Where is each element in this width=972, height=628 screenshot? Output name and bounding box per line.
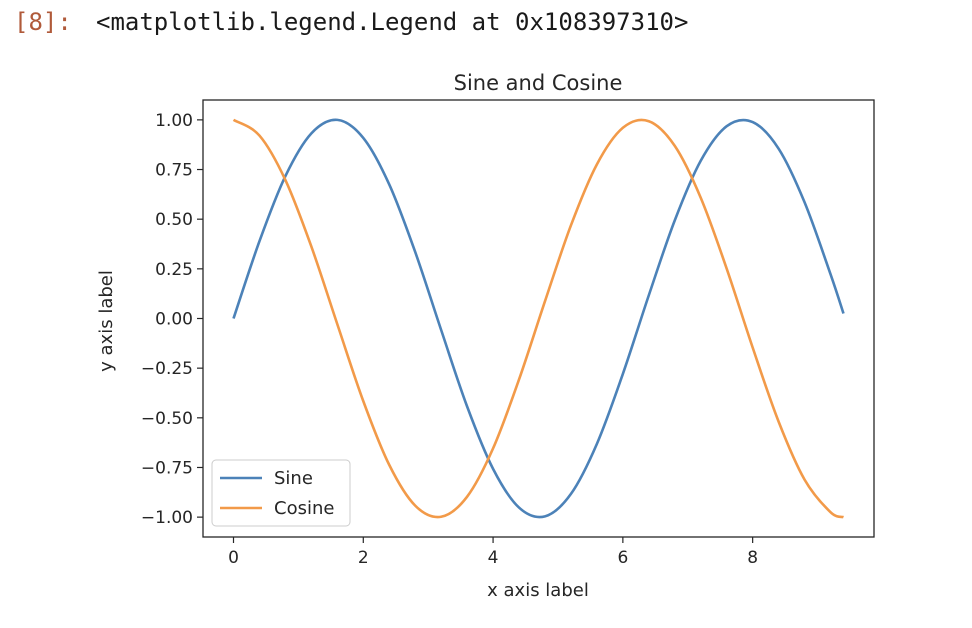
legend-box bbox=[211, 459, 351, 527]
cell-output-text: <matplotlib.legend.Legend at 0x108397310… bbox=[96, 8, 689, 36]
x-axis-label: x axis label bbox=[487, 580, 589, 601]
y-tick-label: 0.00 bbox=[155, 310, 193, 330]
x-tick-label: 0 bbox=[228, 548, 239, 568]
y-tick-label: −0.75 bbox=[141, 458, 193, 478]
y-tick-label: 0.75 bbox=[155, 161, 193, 181]
y-tick-label: 0.25 bbox=[155, 260, 193, 280]
series-line-cosine bbox=[232, 118, 844, 519]
cell-prompt: [8]: bbox=[14, 8, 72, 36]
x-tick-label: 2 bbox=[358, 548, 369, 568]
y-tick-label: 0.50 bbox=[155, 210, 193, 230]
chart-title: Sine and Cosine bbox=[454, 71, 623, 95]
x-tick-label: 6 bbox=[617, 548, 628, 568]
y-tick-label: −1.00 bbox=[141, 508, 193, 528]
y-tick-label: −0.25 bbox=[141, 359, 193, 379]
legend-label-sine: Sine bbox=[274, 468, 313, 489]
legend-label-cosine: Cosine bbox=[274, 498, 334, 519]
y-tick-label: −0.50 bbox=[141, 409, 193, 429]
legend: Sine Cosine bbox=[211, 459, 351, 527]
y-tick-label: 1.00 bbox=[155, 111, 193, 131]
y-axis-label: y axis label bbox=[96, 270, 117, 372]
x-tick-label: 4 bbox=[488, 548, 499, 568]
plot-area: 0 2 4 6 8 1.00 0.75 0.50 0.25 0.00 −0.25 −0.50 −0.75… bbox=[141, 99, 875, 568]
series-line-sine bbox=[232, 118, 845, 519]
x-tick-label: 8 bbox=[747, 548, 758, 568]
